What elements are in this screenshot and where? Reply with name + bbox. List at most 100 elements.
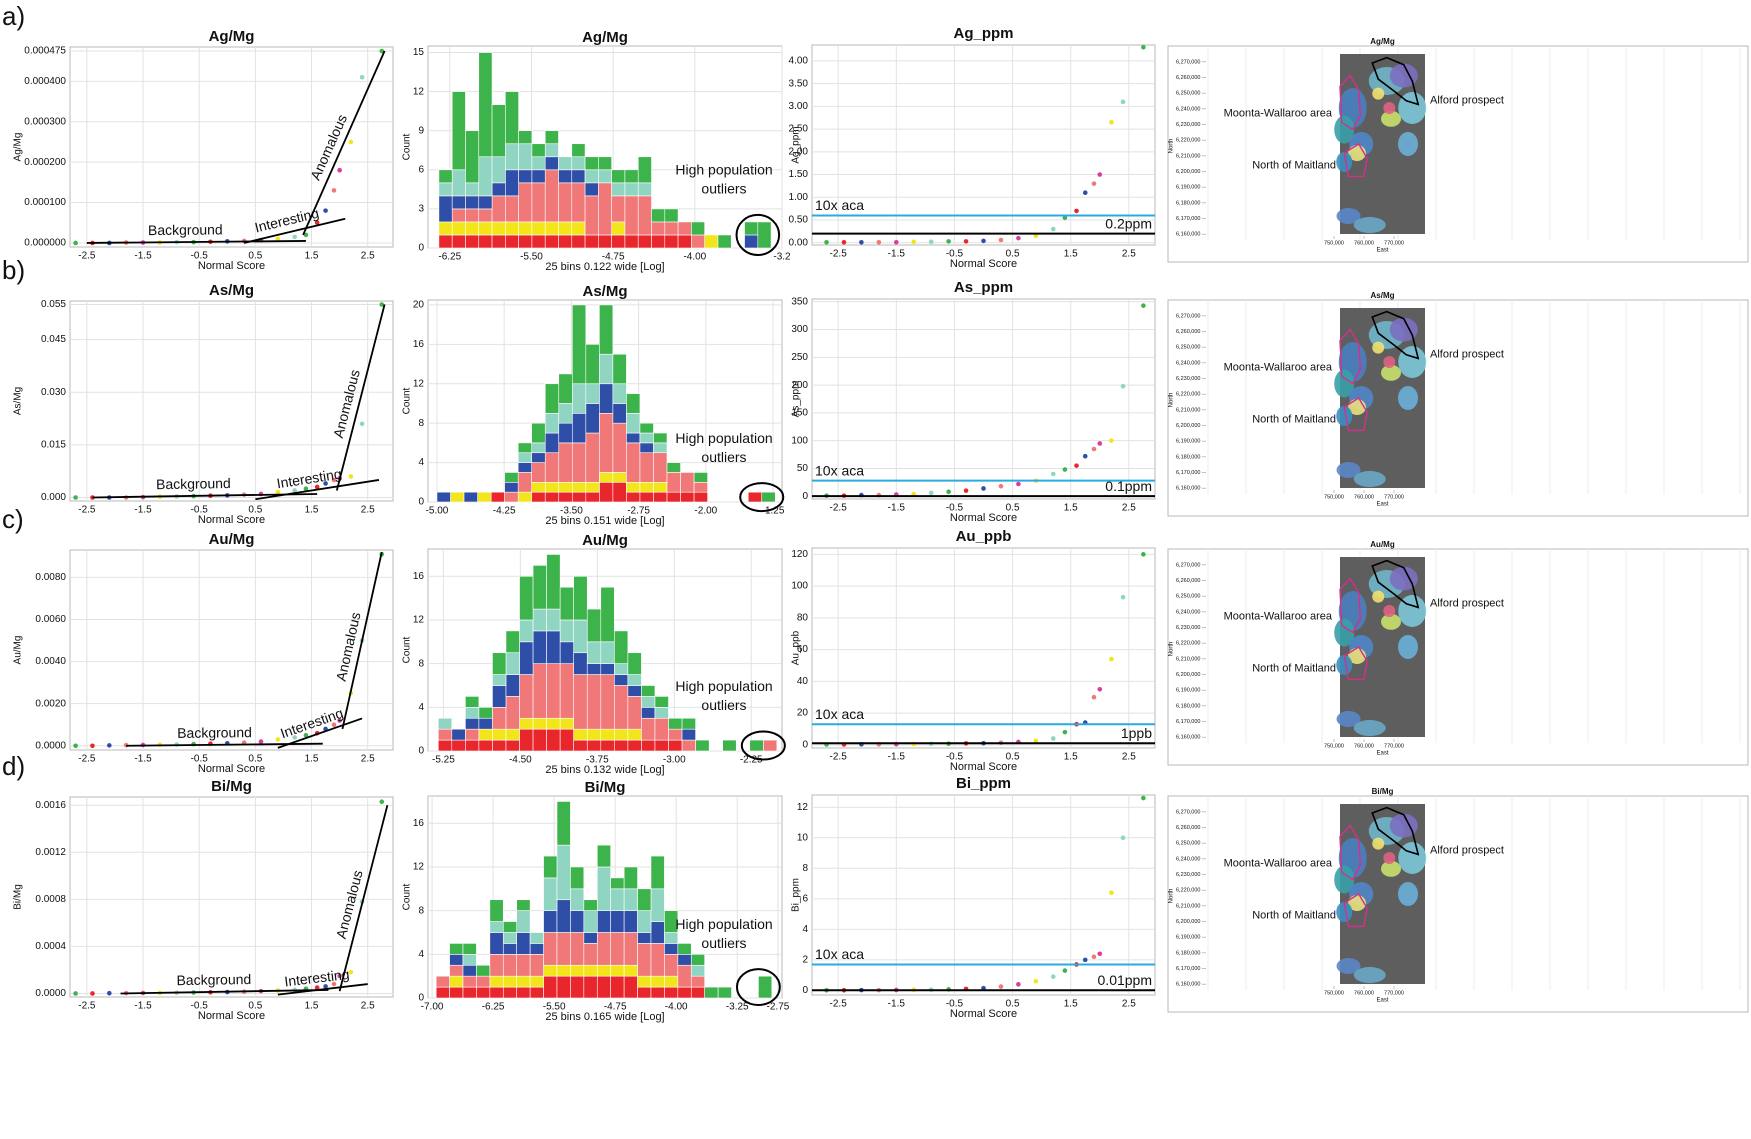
histogram-bar: [572, 170, 585, 183]
histogram-bar: [586, 403, 600, 433]
y-tick-label: 0.0012: [35, 847, 66, 858]
x-axis-label: Normal Score: [198, 260, 265, 272]
histogram-bar: [439, 183, 452, 196]
x-tick-label: -2.5: [78, 1001, 96, 1012]
map-x-label: East: [1376, 998, 1388, 1004]
histogram-bar: [613, 384, 627, 404]
histogram-bar: [640, 433, 654, 443]
data-point: [1083, 454, 1088, 459]
histogram-bar: [518, 472, 532, 492]
map-y-tick-label: 6,210,000: [1176, 407, 1200, 413]
histogram-bar: [519, 144, 532, 170]
histogram-bar: [574, 620, 588, 653]
histogram-bar: [614, 675, 628, 686]
histogram-bar: [520, 718, 534, 729]
histogram-bar: [762, 492, 776, 502]
chart-title: Ag/Mg: [582, 29, 628, 46]
histogram-bar: [520, 729, 534, 751]
data-point: [1083, 190, 1088, 195]
histogram-bar: [439, 235, 452, 248]
histogram-bar: [626, 482, 640, 492]
x-tick-label: -3.25: [726, 1002, 749, 1013]
histogram-bar: [669, 718, 683, 729]
y-tick-label: 0.000200: [24, 157, 66, 168]
histogram-bar: [570, 911, 583, 933]
histogram-bar: [505, 492, 519, 502]
histogram-bar: [585, 157, 598, 170]
histogram-bar: [678, 235, 691, 248]
histogram-bar: [505, 144, 518, 170]
map-annotation: Moonta-Wallaroo area: [1224, 361, 1333, 373]
histogram-bar: [613, 472, 627, 482]
histogram-bar: [532, 443, 546, 453]
histogram-bar: [532, 222, 545, 235]
map-blob: [1354, 967, 1386, 983]
histogram-bar: [624, 976, 637, 998]
map-x-label: East: [1376, 751, 1388, 757]
x-tick-label: -3.2: [773, 252, 791, 263]
histogram-bar: [585, 196, 598, 235]
map-blob: [1354, 471, 1386, 487]
histogram-bar: [613, 403, 627, 423]
histogram-bar: [490, 922, 503, 933]
line-label: Background: [156, 475, 231, 492]
map-x-tick-label: 760,000: [1354, 494, 1374, 500]
histogram-bar: [597, 867, 610, 911]
x-tick-label: -4.50: [509, 755, 532, 766]
histogram-bar: [479, 196, 492, 209]
histogram-bar: [560, 642, 574, 664]
x-axis-label: Normal Score: [198, 1010, 265, 1022]
chart-title: Au/Mg: [582, 532, 628, 549]
histogram-bar: [587, 664, 601, 675]
x-axis-label: 25 bins 0.132 wide [Log]: [545, 764, 664, 776]
chart-title: As_ppm: [954, 279, 1013, 296]
y-tick-label: 0.0000: [35, 740, 66, 751]
data-point: [259, 739, 264, 744]
histogram-bar: [530, 943, 543, 954]
histogram-bar: [667, 463, 681, 473]
map-y-tick-label: 6,270,000: [1176, 313, 1200, 319]
reference-label: 0.01ppm: [1098, 972, 1152, 988]
data-point: [929, 491, 934, 496]
histogram-bar: [476, 987, 489, 998]
map-annotation: Alford prospect: [1430, 95, 1504, 107]
map-title: Ag/Mg: [1370, 37, 1395, 46]
histogram-bar: [558, 183, 571, 222]
histogram-bar: [572, 305, 586, 384]
map-y-tick-label: 6,260,000: [1176, 329, 1200, 335]
data-point: [1121, 595, 1126, 600]
histogram-bar: [517, 911, 530, 933]
y-tick-label: 0.000475: [24, 46, 66, 57]
histogram-bar: [519, 222, 532, 235]
map-y-tick-label: 6,260,000: [1176, 75, 1200, 81]
y-tick-label: 0: [418, 243, 424, 254]
y-tick-label: 0.0016: [35, 800, 66, 811]
data-point: [1141, 303, 1146, 308]
map-y-tick-label: 6,240,000: [1176, 106, 1200, 112]
histogram-bar: [669, 740, 683, 751]
histogram-bar: [465, 222, 478, 235]
map-y-label: North: [1169, 642, 1175, 657]
map-y-tick-label: 6,190,000: [1176, 185, 1200, 191]
histogram-bar: [465, 696, 479, 707]
histogram-bar: [492, 105, 505, 157]
histogram-bar: [517, 900, 530, 911]
x-tick-label: -5.00: [426, 506, 449, 517]
histogram-bar: [682, 740, 696, 751]
chart-title: Au_ppb: [956, 528, 1012, 545]
map-y-tick-label: 6,200,000: [1176, 672, 1200, 678]
histogram-bar: [694, 472, 708, 482]
histogram-bar: [611, 932, 624, 965]
histogram-bar: [492, 740, 506, 751]
histogram-bar: [518, 443, 532, 453]
data-point: [1109, 657, 1114, 662]
x-tick-label: -5.25: [432, 755, 455, 766]
histogram-bar: [530, 954, 543, 976]
map-blob: [1383, 356, 1395, 368]
histogram-bar: [465, 707, 479, 718]
y-tick-label: 350: [791, 296, 808, 307]
map-y-tick-label: 6,270,000: [1176, 809, 1200, 815]
histogram-bar: [705, 235, 718, 248]
map-y-tick-label: 6,200,000: [1176, 423, 1200, 429]
histogram-bar: [533, 664, 547, 719]
